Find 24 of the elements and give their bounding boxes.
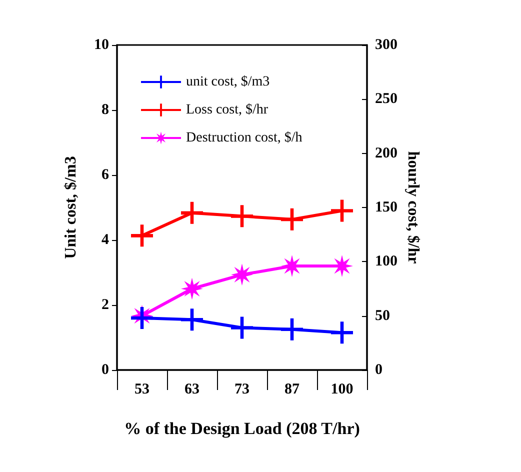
y2-tick-label: 100 xyxy=(375,254,398,270)
y2-tick-label: 0 xyxy=(375,362,382,378)
y2-tick-label: 300 xyxy=(375,37,398,53)
y-axis-title: Unit cost, $/m3 xyxy=(62,156,80,259)
y2-axis-title: hourly cost, $/hr xyxy=(404,151,422,264)
legend-label: Destruction cost, $/h xyxy=(186,130,302,146)
x-tick-label: 100 xyxy=(330,382,354,398)
y-tick-label: 10 xyxy=(94,37,109,53)
y-tick-label: 8 xyxy=(102,102,109,118)
legend-label: unit cost, $/m3 xyxy=(186,74,270,90)
x-tick-label: 53 xyxy=(134,382,150,398)
y2-tick-label: 150 xyxy=(375,200,398,216)
y2-tick-label: 50 xyxy=(375,308,390,324)
y-tick-label: 6 xyxy=(102,167,110,183)
y-tick-label: 2 xyxy=(102,297,109,313)
y2-tick-label: 250 xyxy=(375,91,398,108)
x-axis-title: % of the Design Load (208 T/hr) xyxy=(124,419,360,438)
y-tick-label: 4 xyxy=(102,232,110,248)
y2-tick-label: 200 xyxy=(375,145,398,162)
x-tick-label: 73 xyxy=(234,382,250,398)
x-tick-label: 87 xyxy=(284,382,300,398)
x-tick-label: 63 xyxy=(184,382,200,398)
y-tick-label: 0 xyxy=(102,362,109,378)
legend-label: Loss cost, $/hr xyxy=(186,102,268,118)
